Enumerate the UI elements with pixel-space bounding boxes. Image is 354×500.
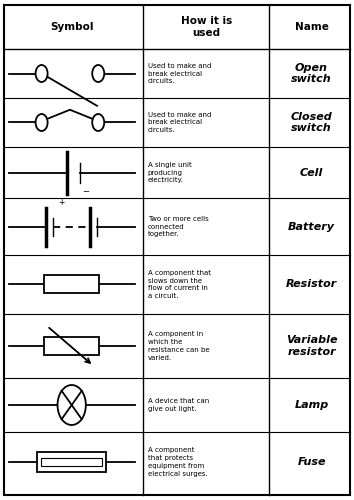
Circle shape bbox=[36, 114, 47, 131]
Text: A component
that protects
equipment from
electrical surges.: A component that protects equipment from… bbox=[148, 448, 207, 476]
Text: Two or more cells
connected
together.: Two or more cells connected together. bbox=[148, 216, 209, 238]
Text: Open
switch: Open switch bbox=[291, 62, 332, 84]
Text: +: + bbox=[58, 198, 65, 207]
Text: Used to make and
break electrical
circuits.: Used to make and break electrical circui… bbox=[148, 62, 211, 84]
Circle shape bbox=[36, 65, 47, 82]
Text: Used to make and
break electrical
circuits.: Used to make and break electrical circui… bbox=[148, 112, 211, 133]
Text: Closed
switch: Closed switch bbox=[291, 112, 332, 134]
Text: Variable
resistor: Variable resistor bbox=[286, 335, 337, 357]
Text: Resistor: Resistor bbox=[286, 280, 337, 289]
Text: A device that can
give out light.: A device that can give out light. bbox=[148, 398, 209, 412]
Circle shape bbox=[57, 385, 86, 425]
Text: A component that
slows down the
flow of current in
a circuit.: A component that slows down the flow of … bbox=[148, 270, 211, 299]
Text: Fuse: Fuse bbox=[297, 457, 326, 467]
Text: Symbol: Symbol bbox=[50, 22, 93, 32]
Circle shape bbox=[92, 65, 104, 82]
Text: Cell: Cell bbox=[300, 168, 323, 177]
Text: A single unit
producing
electricity.: A single unit producing electricity. bbox=[148, 162, 192, 184]
Text: How it is
used: How it is used bbox=[181, 16, 232, 38]
Bar bbox=[37, 452, 106, 472]
Circle shape bbox=[92, 114, 104, 131]
Text: −: − bbox=[82, 186, 89, 196]
Bar bbox=[41, 458, 102, 466]
Text: Battery: Battery bbox=[288, 222, 335, 232]
Text: A component in
which the
resistance can be
varied.: A component in which the resistance can … bbox=[148, 332, 209, 360]
Bar bbox=[44, 337, 99, 355]
Text: Lamp: Lamp bbox=[295, 400, 329, 410]
Bar bbox=[44, 276, 99, 293]
Text: Name: Name bbox=[295, 22, 329, 32]
